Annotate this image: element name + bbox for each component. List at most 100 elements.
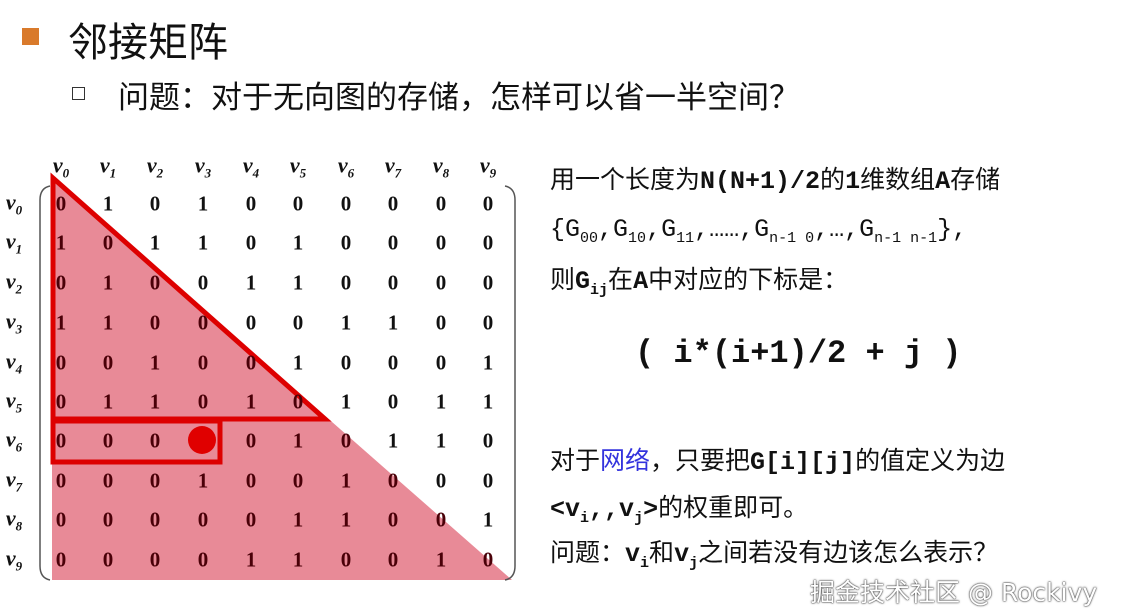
- matrix-cell-3-0: 1: [55, 310, 67, 335]
- matrix-cell-2-0: 0: [55, 270, 67, 295]
- matrix-cell-0-7: 0: [387, 191, 399, 216]
- matrix-cell-8-1: 0: [102, 507, 114, 532]
- matrix-left-bracket: [39, 185, 51, 581]
- network-line-1: 对于网络，只要把G[i][j]的值定义为边: [550, 446, 1006, 477]
- matrix-cell-8-4: 0: [245, 507, 257, 532]
- matrix-cell-9-0: 0: [55, 547, 67, 572]
- matrix-cell-6-7: 1: [387, 428, 399, 453]
- matrix-right-bracket: [504, 185, 516, 581]
- matrix-cell-6-0: 0: [55, 428, 67, 453]
- matrix-cell-4-6: 0: [340, 350, 352, 375]
- matrix-cell-5-4: 1: [245, 389, 257, 414]
- matrix-cell-0-2: 0: [149, 191, 161, 216]
- matrix-cell-0-0: 0: [55, 191, 67, 216]
- row-label-v2: v2: [5, 268, 23, 297]
- matrix-cell-1-2: 1: [149, 230, 161, 255]
- watermark: 掘金技术社区 @ Rockivy: [810, 578, 1098, 607]
- matrix-cell-4-9: 1: [482, 350, 494, 375]
- matrix-cell-0-6: 0: [340, 191, 352, 216]
- matrix-cell-7-0: 0: [55, 468, 67, 493]
- network-line-2: <vi,,vj>的权重即可。: [550, 493, 809, 527]
- matrix-cell-9-5: 1: [292, 547, 304, 572]
- desc-line-1: 用一个长度为N(N+1)/2的1维数组A存储: [550, 165, 1001, 196]
- matrix-cell-6-9: 0: [482, 428, 494, 453]
- matrix-cell-7-1: 0: [102, 468, 114, 493]
- matrix-cell-7-8: 0: [435, 468, 447, 493]
- matrix-cell-8-7: 0: [387, 507, 399, 532]
- matrix-cell-1-7: 0: [387, 230, 399, 255]
- matrix-cell-3-5: 0: [292, 310, 304, 335]
- matrix-cell-0-1: 1: [102, 191, 114, 216]
- matrix-cell-9-2: 0: [149, 547, 161, 572]
- matrix-cell-5-5: 0: [292, 389, 304, 414]
- matrix-cell-9-6: 0: [340, 547, 352, 572]
- matrix-cell-4-0: 0: [55, 350, 67, 375]
- sub-bullet-icon: [72, 87, 85, 100]
- col-label-v1: v1: [99, 152, 117, 181]
- row-prefix-outline: [50, 418, 223, 465]
- matrix-cell-8-9: 1: [482, 507, 494, 532]
- desc-line-3: 则Gij在A中对应的下标是：: [550, 265, 849, 299]
- matrix-cell-8-6: 1: [340, 507, 352, 532]
- row-label-v1: v1: [5, 228, 23, 257]
- matrix-cell-6-2: 0: [149, 428, 161, 453]
- desc-line-2: {G00,G10,G11,……,Gn-1 0,…,Gn-1 n-1},: [550, 215, 968, 247]
- question-2: 问题：vi和vj之间若没有边该怎么表示？: [550, 538, 999, 572]
- matrix-cell-8-8: 0: [435, 507, 447, 532]
- col-label-v4: v4: [242, 152, 260, 181]
- matrix-cell-0-5: 0: [292, 191, 304, 216]
- matrix-cell-5-1: 1: [102, 389, 114, 414]
- matrix-cell-2-6: 0: [340, 270, 352, 295]
- matrix-cell-2-4: 1: [245, 270, 257, 295]
- matrix-cell-8-5: 1: [292, 507, 304, 532]
- matrix-cell-6-5: 1: [292, 428, 304, 453]
- matrix-cell-3-8: 0: [435, 310, 447, 335]
- col-label-v9: v9: [479, 152, 497, 181]
- matrix-cell-3-2: 0: [149, 310, 161, 335]
- matrix-cell-4-2: 1: [149, 350, 161, 375]
- matrix-cell-5-7: 0: [387, 389, 399, 414]
- matrix-cell-7-6: 1: [340, 468, 352, 493]
- row-label-v7: v7: [5, 466, 23, 495]
- matrix-cell-5-9: 1: [482, 389, 494, 414]
- matrix-cell-3-4: 0: [245, 310, 257, 335]
- matrix-cell-5-3: 0: [197, 389, 209, 414]
- matrix-cell-9-8: 1: [435, 547, 447, 572]
- question-text: 问题：对于无向图的存储，怎样可以省一半空间？: [118, 80, 800, 116]
- matrix-cell-6-1: 0: [102, 428, 114, 453]
- matrix-cell-6-8: 1: [435, 428, 447, 453]
- col-label-v5: v5: [289, 152, 307, 181]
- matrix-cell-6-6: 0: [340, 428, 352, 453]
- row-label-v6: v6: [5, 426, 23, 455]
- matrix-cell-3-1: 1: [102, 310, 114, 335]
- matrix-cell-4-3: 0: [197, 350, 209, 375]
- col-label-v2: v2: [146, 152, 164, 181]
- matrix-cell-4-7: 0: [387, 350, 399, 375]
- matrix-cell-0-8: 0: [435, 191, 447, 216]
- matrix-cell-8-3: 0: [197, 507, 209, 532]
- matrix-cell-5-0: 0: [55, 389, 67, 414]
- matrix-cell-6-3: 1: [197, 428, 209, 453]
- section-bullet-icon: [22, 28, 39, 45]
- matrix-cell-2-2: 0: [149, 270, 161, 295]
- matrix-cell-8-2: 0: [149, 507, 161, 532]
- matrix-cell-0-9: 0: [482, 191, 494, 216]
- matrix-cell-7-3: 1: [197, 468, 209, 493]
- matrix-cell-4-5: 1: [292, 350, 304, 375]
- network-link[interactable]: 网络: [600, 446, 651, 475]
- matrix-cell-1-6: 0: [340, 230, 352, 255]
- matrix-cell-9-3: 0: [197, 547, 209, 572]
- col-label-v8: v8: [432, 152, 450, 181]
- row-label-v5: v5: [5, 387, 23, 416]
- col-label-v6: v6: [337, 152, 355, 181]
- row-label-v0: v0: [5, 189, 23, 218]
- matrix-cell-9-4: 1: [245, 547, 257, 572]
- matrix-cell-7-2: 0: [149, 468, 161, 493]
- matrix-cell-2-3: 0: [197, 270, 209, 295]
- matrix-cell-1-4: 0: [245, 230, 257, 255]
- matrix-cell-0-3: 1: [197, 191, 209, 216]
- matrix-cell-5-6: 1: [340, 389, 352, 414]
- index-formula: ( i*(i+1)/2 + j ): [635, 335, 962, 372]
- matrix-cell-2-7: 0: [387, 270, 399, 295]
- matrix-cell-6-4: 0: [245, 428, 257, 453]
